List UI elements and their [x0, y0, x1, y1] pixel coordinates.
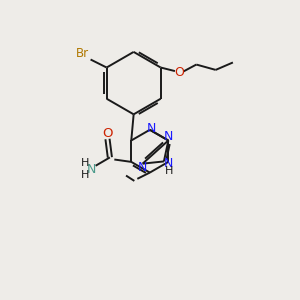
Text: N: N [137, 161, 147, 174]
Text: N: N [164, 157, 174, 169]
Text: H: H [81, 170, 89, 180]
Text: N: N [87, 163, 96, 176]
Text: O: O [174, 66, 184, 80]
Text: O: O [102, 127, 113, 140]
Text: H: H [165, 167, 173, 176]
Text: H: H [81, 158, 89, 168]
Text: N: N [146, 122, 156, 135]
Text: N: N [164, 130, 173, 143]
Text: Br: Br [76, 47, 89, 60]
